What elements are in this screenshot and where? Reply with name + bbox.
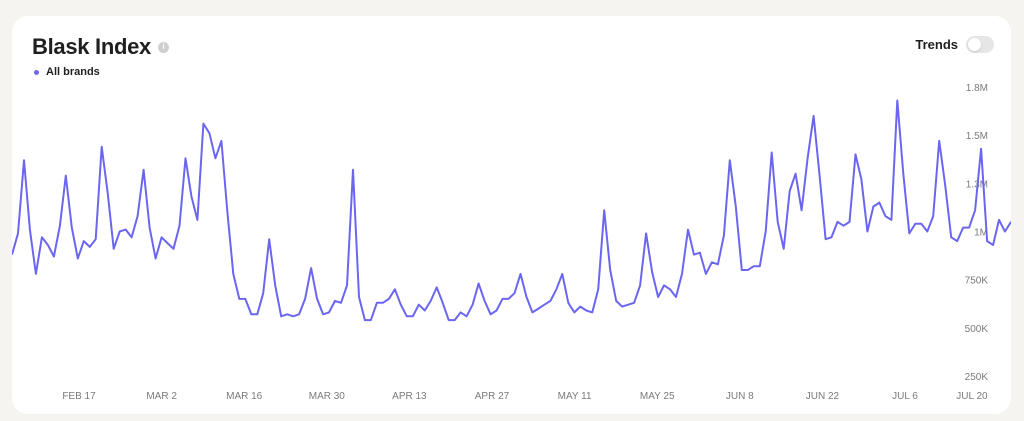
y-tick-label: 750K [965, 276, 989, 287]
x-tick-label: JUL 6 [892, 391, 918, 402]
trends-toggle[interactable] [966, 36, 994, 53]
info-icon[interactable]: i [157, 41, 169, 53]
y-tick-label: 250K [965, 372, 989, 383]
legend-dot [34, 69, 39, 75]
series-line-all-brands [12, 99, 1011, 322]
legend[interactable]: All brands [34, 66, 100, 78]
trends-label: Trends [915, 37, 958, 52]
y-tick-label: 1.5M [966, 131, 988, 142]
x-tick-label: MAR 16 [226, 391, 263, 402]
title-row: Blask Index i [32, 34, 169, 60]
x-tick-label: APR 13 [392, 391, 427, 402]
x-tick-label: JUN 22 [806, 391, 840, 402]
x-tick-label: JUL 20 [956, 391, 988, 402]
y-tick-label: 500K [965, 324, 989, 335]
toggle-knob [968, 38, 981, 51]
x-tick-label: JUN 8 [726, 391, 754, 402]
y-tick-label: 1.8M [966, 83, 988, 94]
x-tick-label: MAR 2 [146, 391, 177, 402]
x-tick-label: APR 27 [475, 391, 510, 402]
x-tick-label: MAY 11 [558, 391, 592, 402]
x-tick-label: MAR 30 [309, 391, 346, 402]
x-tick-label: MAY 25 [640, 391, 675, 402]
y-tick-label: 1M [974, 228, 988, 239]
x-tick-label: FEB 17 [62, 391, 96, 402]
chart-card: Blask Index i All brands Trends 250K 500K… [12, 16, 1011, 414]
chart-title: Blask Index [32, 34, 151, 59]
legend-label-all-brands: All brands [46, 66, 100, 78]
trends-toggle-group[interactable]: Trends [915, 36, 994, 53]
